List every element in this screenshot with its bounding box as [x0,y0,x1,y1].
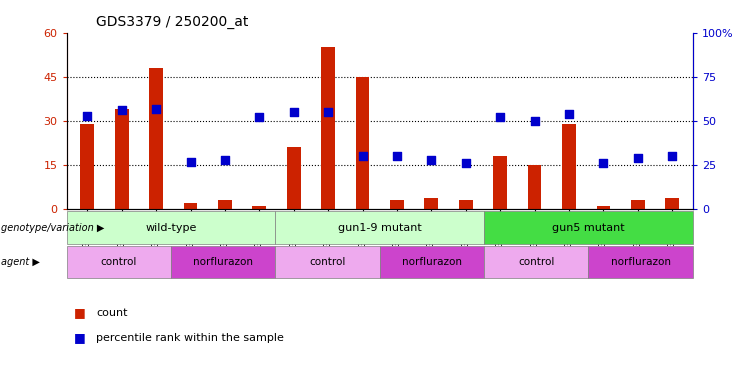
Point [563,111,575,117]
Point [494,114,506,121]
Text: control: control [310,257,346,267]
Text: genotype/variation ▶: genotype/variation ▶ [1,222,104,233]
Bar [253,206,266,209]
Bar [665,197,679,209]
Bar [562,124,576,209]
Text: control: control [101,257,137,267]
Bar [184,204,197,209]
Bar [115,109,129,209]
Text: GDS3379 / 250200_at: GDS3379 / 250200_at [96,15,249,29]
Bar [631,200,645,209]
Bar [597,206,611,209]
Text: gun5 mutant: gun5 mutant [552,222,625,233]
Text: control: control [518,257,554,267]
Bar [218,200,232,209]
Point [597,160,609,166]
Text: ■: ■ [74,331,86,344]
Point [185,159,196,165]
Bar [390,200,404,209]
Text: norflurazon: norflurazon [193,257,253,267]
Point [219,157,231,163]
Point [632,155,644,161]
Point [356,153,368,159]
Text: wild-type: wild-type [145,222,196,233]
Text: percentile rank within the sample: percentile rank within the sample [96,333,285,343]
Point [425,157,437,163]
Text: gun1-9 mutant: gun1-9 mutant [338,222,422,233]
Bar [81,124,94,209]
Bar [356,77,370,209]
Bar [459,200,473,209]
Text: agent ▶: agent ▶ [1,257,39,267]
Text: norflurazon: norflurazon [402,257,462,267]
Point [82,113,93,119]
Text: norflurazon: norflurazon [611,257,671,267]
Point [528,118,540,124]
Point [322,109,334,115]
Bar [425,197,438,209]
Text: count: count [96,308,128,318]
Point [116,107,127,113]
Point [460,160,472,166]
Point [150,106,162,112]
Text: ■: ■ [74,306,86,319]
Bar [322,47,335,209]
Bar [494,156,507,209]
Bar [149,68,163,209]
Point [253,114,265,121]
Bar [287,147,301,209]
Point [391,153,403,159]
Point [288,109,299,115]
Bar [528,165,542,209]
Point [666,153,678,159]
